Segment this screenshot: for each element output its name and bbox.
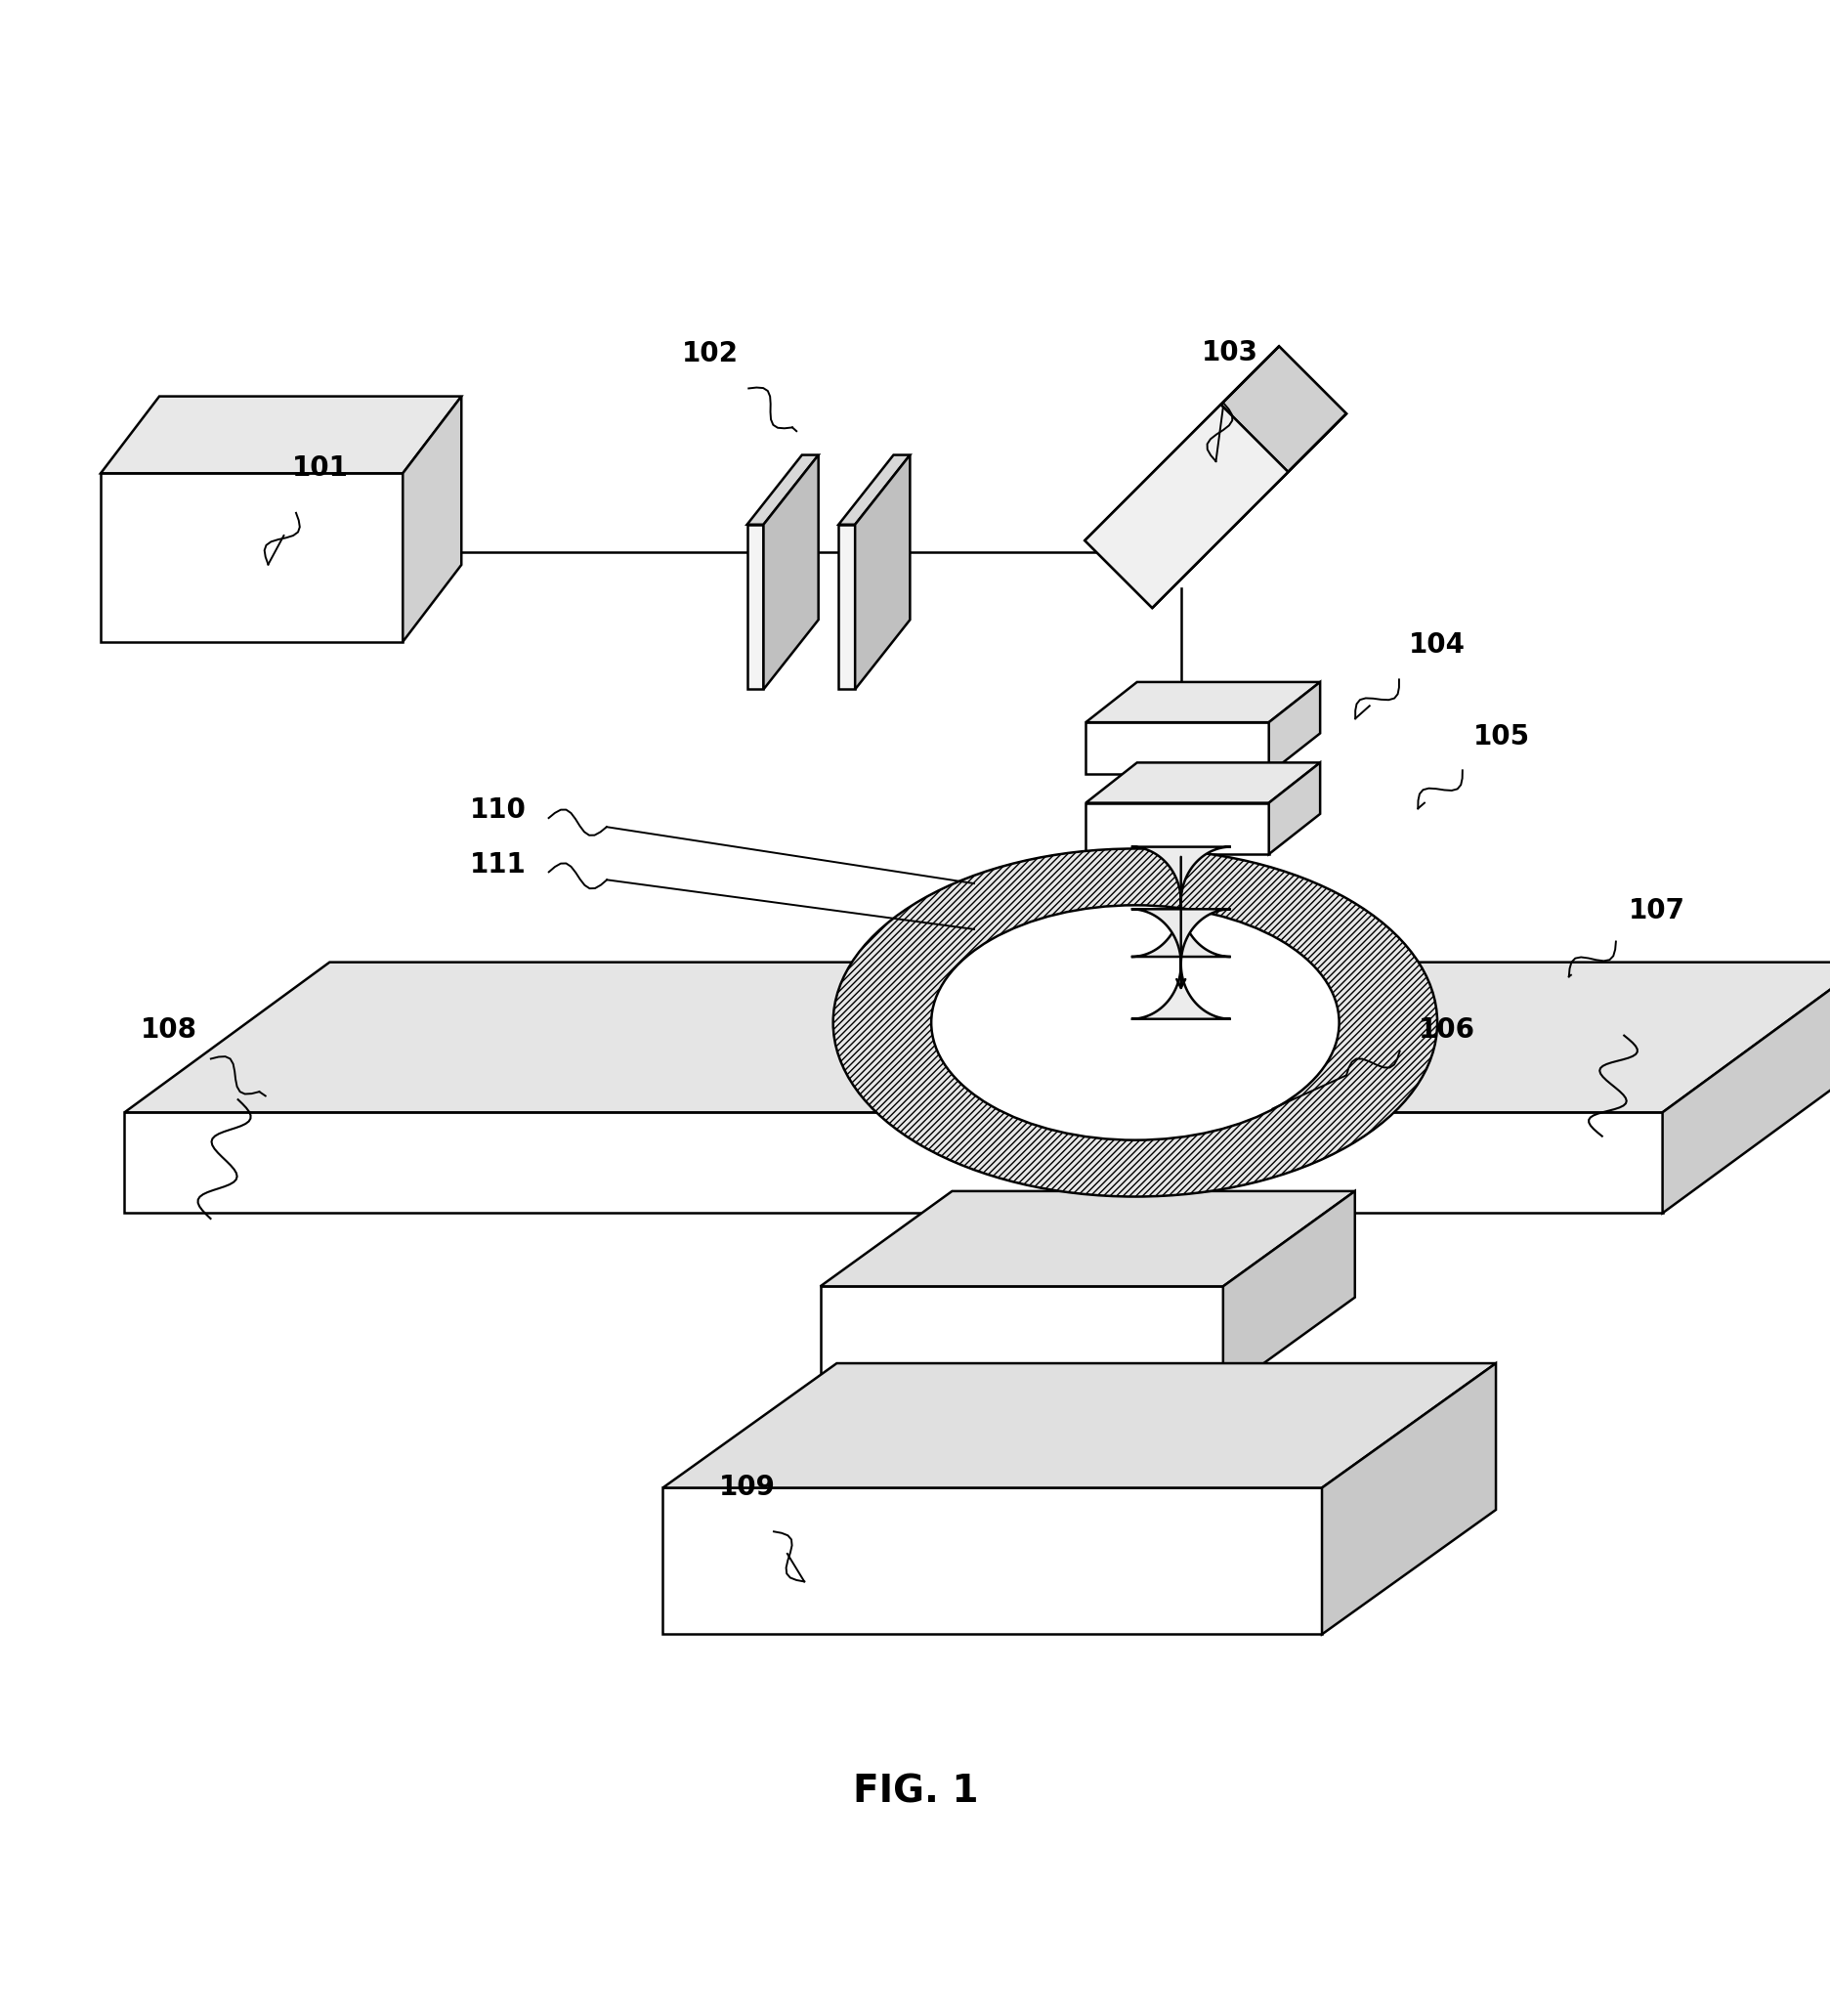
- Text: 104: 104: [1409, 631, 1464, 659]
- Polygon shape: [1083, 482, 1210, 609]
- Polygon shape: [747, 524, 763, 689]
- Polygon shape: [1083, 405, 1288, 609]
- Polygon shape: [820, 1191, 1354, 1286]
- Polygon shape: [1131, 847, 1230, 958]
- Polygon shape: [1662, 962, 1830, 1214]
- Text: 103: 103: [1202, 339, 1257, 367]
- Text: 107: 107: [1629, 897, 1684, 925]
- Polygon shape: [124, 1113, 1662, 1214]
- Polygon shape: [1151, 413, 1345, 609]
- Text: 105: 105: [1471, 724, 1530, 750]
- Polygon shape: [763, 456, 818, 689]
- Polygon shape: [1131, 909, 1230, 1018]
- Polygon shape: [1222, 1191, 1354, 1393]
- Polygon shape: [1085, 762, 1319, 802]
- Polygon shape: [1083, 347, 1279, 540]
- Polygon shape: [101, 474, 403, 641]
- Polygon shape: [124, 962, 1830, 1113]
- Polygon shape: [1085, 722, 1268, 774]
- Text: FIG. 1: FIG. 1: [853, 1774, 977, 1810]
- Polygon shape: [838, 524, 855, 689]
- Polygon shape: [1268, 681, 1319, 774]
- Text: 111: 111: [470, 851, 525, 879]
- Polygon shape: [662, 1363, 1495, 1488]
- Polygon shape: [1085, 802, 1268, 855]
- Text: 106: 106: [1418, 1016, 1473, 1044]
- Text: 101: 101: [293, 454, 348, 482]
- Polygon shape: [820, 1286, 1222, 1393]
- Polygon shape: [855, 456, 910, 689]
- Polygon shape: [1221, 347, 1345, 472]
- Polygon shape: [838, 456, 910, 524]
- Polygon shape: [1142, 347, 1345, 550]
- Ellipse shape: [833, 849, 1437, 1198]
- Polygon shape: [1085, 681, 1319, 722]
- Polygon shape: [1321, 1363, 1495, 1635]
- Text: 109: 109: [719, 1474, 774, 1502]
- Text: 110: 110: [470, 796, 525, 825]
- Polygon shape: [747, 456, 818, 524]
- Ellipse shape: [931, 905, 1338, 1141]
- Polygon shape: [403, 397, 461, 641]
- Polygon shape: [101, 397, 461, 474]
- Polygon shape: [1268, 762, 1319, 855]
- Text: 108: 108: [141, 1016, 196, 1044]
- Polygon shape: [662, 1488, 1321, 1635]
- Text: 102: 102: [683, 341, 737, 367]
